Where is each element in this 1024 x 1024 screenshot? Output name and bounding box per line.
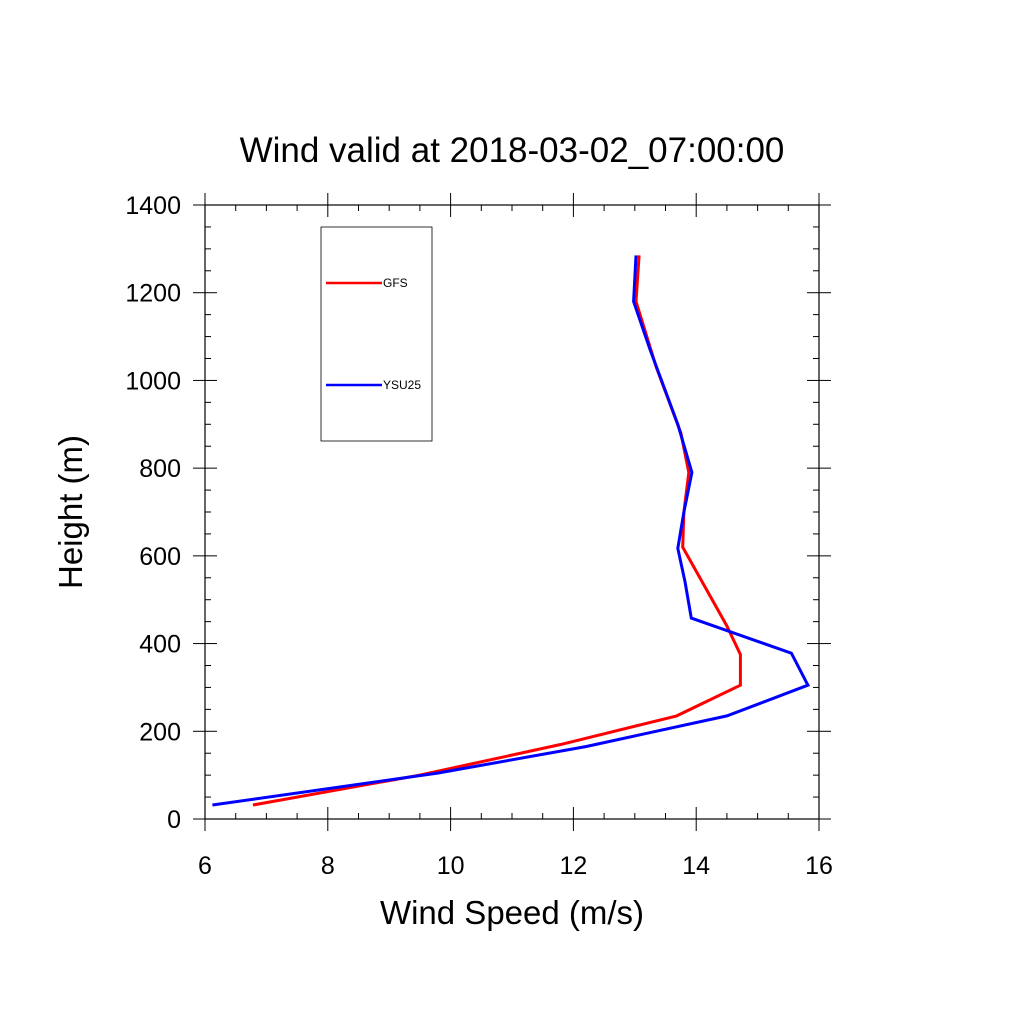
x-tick-label: 16 [805,852,833,880]
axis-ticks [193,193,831,831]
y-tick-label: 1400 [125,192,181,220]
y-tick-label: 1200 [125,280,181,308]
y-tick-label: 600 [139,543,181,571]
x-axis-label: Wind Speed (m/s) [380,894,644,931]
y-tick-label: 1000 [125,367,181,395]
x-tick-label: 14 [682,852,710,880]
series-lines [212,255,811,807]
series-line-ysu25 [212,255,811,807]
x-tick-label: 6 [198,852,212,880]
legend-gfs-label: GFS [383,276,408,290]
axis-tick-labels: 6 8 10 12 14 16 0 200 400 600 800 1000 1200 1400 [125,192,833,880]
legend-ysu25-label: YSU25 [383,378,421,392]
x-tick-label: 10 [437,852,465,880]
x-tick-label: 12 [559,852,587,880]
legend: GFS YSU25 [320,226,433,442]
y-tick-label: 400 [139,631,181,659]
chart-title: Wind valid at 2018-03-02_07:00:00 [240,131,785,170]
plot-frame [204,204,820,820]
y-tick-label: 200 [139,718,181,746]
legend-box [320,226,433,442]
x-tick-label: 8 [321,852,335,880]
y-tick-label: 800 [139,455,181,483]
y-axis-label: Height (m) [52,435,89,589]
y-tick-label: 0 [167,806,181,834]
